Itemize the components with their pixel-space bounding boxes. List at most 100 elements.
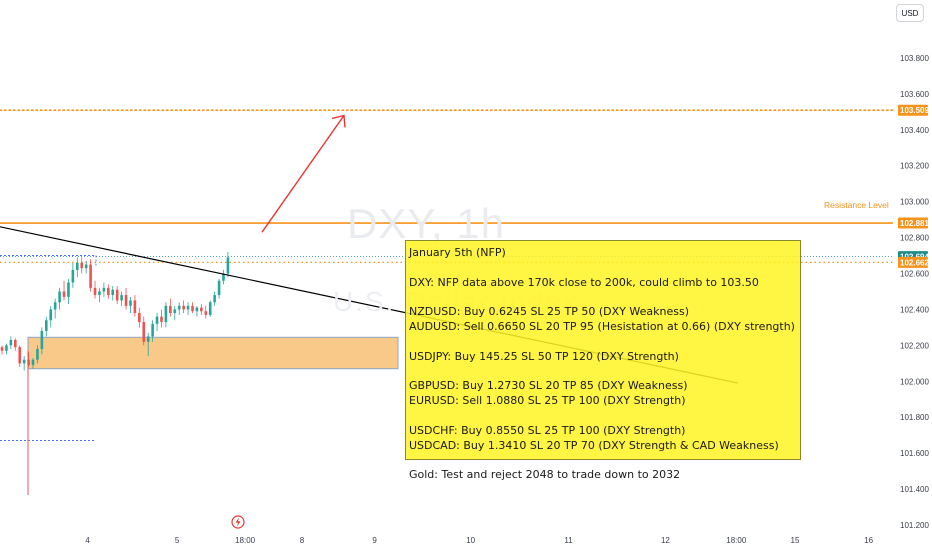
candle-body — [213, 295, 216, 303]
candle-body — [222, 273, 225, 281]
candle-body — [71, 269, 75, 283]
candle-body — [84, 264, 88, 269]
candle-body — [146, 336, 150, 342]
x-axis-tick: 12 — [661, 536, 670, 545]
x-axis-tick: 10 — [466, 536, 475, 545]
candle-body — [27, 359, 30, 366]
candle-body — [195, 307, 199, 312]
resistance-level-label: Resistance Level — [824, 200, 889, 210]
y-axis-tick: 103.200 — [900, 162, 929, 171]
candle-body — [31, 359, 35, 366]
candle-body — [22, 359, 26, 364]
currency-button[interactable]: USD — [896, 4, 924, 22]
candle-body — [138, 313, 141, 323]
candle-body — [186, 305, 190, 310]
projection-arrow-head — [331, 114, 346, 128]
x-axis-tick: 11 — [564, 536, 573, 545]
candle-body — [13, 339, 17, 348]
y-axis-tick: 103.400 — [900, 126, 929, 135]
price-tag — [898, 256, 928, 268]
x-axis-tick: 4 — [85, 536, 90, 545]
candle-body — [120, 295, 123, 301]
y-axis-tick: 103.800 — [900, 54, 929, 63]
candle-body — [217, 280, 221, 296]
note-audusd: AUDUSD: Sell 0.6650 SL 20 TP 95 (Hesista… — [409, 320, 795, 333]
candle-body — [204, 311, 208, 315]
candle-body — [133, 300, 137, 314]
candle-body — [160, 316, 163, 323]
candle-body — [58, 291, 61, 303]
price-tag-text: 102.662 — [900, 258, 929, 267]
candle-body — [98, 291, 101, 296]
candle-body — [177, 305, 181, 310]
candle-body — [155, 316, 159, 324]
note-title: January 5th (NFP) — [409, 246, 506, 259]
watermark-symbol: DXY, 1h — [347, 200, 505, 247]
y-axis-tick: 101.600 — [900, 449, 929, 458]
note-eurusd: EURUSD: Sell 1.0880 SL 25 TP 100 (DXY St… — [409, 394, 686, 407]
candle-body — [18, 347, 22, 364]
candle-body — [226, 257, 230, 274]
candle-body — [40, 331, 44, 349]
x-axis-tick: 5 — [175, 536, 180, 545]
y-axis-tick: 101.400 — [900, 485, 929, 494]
y-axis-tick: 103.600 — [900, 90, 929, 99]
x-axis-tick: 15 — [791, 536, 800, 545]
note-gbpusd: GBPUSD: Buy 1.2730 SL 20 TP 85 (DXY Weak… — [409, 379, 688, 392]
y-axis-tick: 103.000 — [900, 198, 929, 207]
candle-body — [93, 287, 97, 296]
y-axis-tick: 102.400 — [900, 305, 929, 314]
x-axis-tick: 18:00 — [726, 536, 747, 545]
note-gold: Gold: Test and reject 2048 to trade down… — [409, 468, 681, 481]
y-axis-tick: 101.800 — [900, 413, 929, 422]
candle-body — [208, 302, 212, 315]
note-usdjpy: USDJPY: Buy 145.25 SL 50 TP 120 (DXY Str… — [409, 349, 679, 363]
candle-body — [173, 309, 177, 314]
price-tag-text: 103.509 — [900, 106, 929, 115]
price-tag — [898, 217, 928, 229]
candle-body — [142, 322, 146, 342]
note-usdchf: USDCHF: Buy 0.8550 SL 25 TP 100 (DXY Str… — [409, 423, 686, 437]
candle-body — [89, 264, 92, 288]
y-axis-tick: 102.800 — [900, 234, 929, 243]
candle-body — [124, 295, 128, 306]
bolt-logo-icon[interactable] — [231, 515, 245, 529]
candle-body — [62, 291, 66, 297]
candle-body — [151, 323, 154, 337]
trade-notes-box[interactable]: January 5th (NFP) DXY: NFP data above 17… — [405, 240, 801, 481]
x-axis-tick: 16 — [864, 536, 873, 545]
price-tag-text: 102.881 — [900, 219, 929, 228]
candle-body — [80, 262, 84, 269]
candle-body — [67, 282, 70, 297]
candle-body — [107, 287, 110, 296]
candle-body — [111, 289, 115, 296]
candle-body — [36, 348, 39, 360]
note-usdcad: USDCAD: Buy 1.3410 SL 20 TP 70 (DXY Stre… — [409, 438, 779, 452]
candle-body — [200, 307, 203, 312]
candle-body — [5, 345, 8, 351]
y-axis-tick: 102.600 — [900, 270, 929, 279]
candle-body — [0, 347, 4, 351]
candle-body — [53, 302, 57, 310]
candle-body — [164, 305, 168, 323]
projection-arrow-line — [261, 115, 345, 233]
x-axis-tick: 18:00 — [235, 536, 256, 545]
x-axis-tick: 9 — [372, 536, 377, 545]
candle-body — [191, 305, 194, 312]
demand-zone-rect — [27, 336, 399, 370]
candle-body — [182, 305, 185, 310]
price-tag — [898, 104, 928, 116]
candle-body — [115, 289, 119, 301]
y-axis-tick: 102.200 — [900, 341, 929, 350]
candle-body — [129, 300, 132, 306]
candle-body — [102, 287, 106, 292]
candle-body — [49, 309, 53, 321]
y-axis-tick: 101.200 — [900, 521, 929, 530]
candle-body — [76, 262, 79, 270]
y-axis-tick: 102.000 — [900, 377, 929, 386]
candle-body — [9, 339, 13, 346]
candle-body — [169, 305, 172, 314]
note-nzdusd: NZDUSD: Buy 0.6245 SL 25 TP 50 (DXY Weak… — [409, 305, 690, 318]
candle-body — [45, 320, 48, 331]
